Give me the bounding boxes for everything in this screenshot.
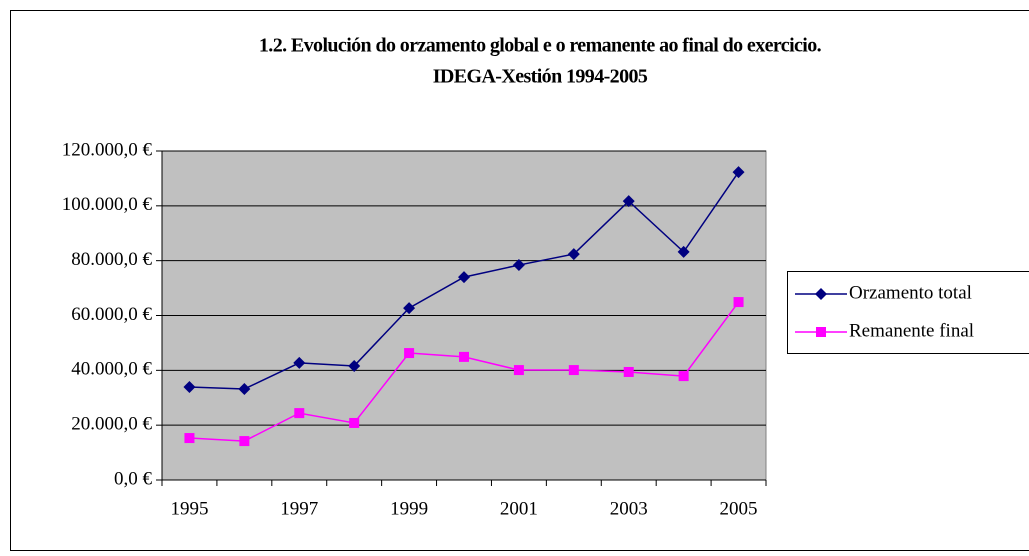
marker: [816, 327, 826, 337]
marker: [512, 259, 525, 272]
x-tick-label: 2003: [610, 498, 648, 519]
legend-label: Orzamento total: [849, 282, 972, 303]
x-tick-label: 2005: [720, 498, 758, 519]
y-tick-label: 60.000,0 €: [71, 304, 152, 325]
marker: [294, 408, 305, 419]
marker: [815, 288, 827, 300]
marker: [567, 248, 580, 261]
x-tick-label: 1997: [280, 498, 318, 519]
marker: [568, 365, 579, 376]
y-tick-label: 20.000,0 €: [71, 414, 152, 435]
marker: [622, 195, 635, 208]
y-tick-label: 40.000,0 €: [71, 359, 152, 380]
marker: [404, 348, 415, 359]
y-tick-label: 0,0 €: [114, 468, 153, 489]
legend-label: Remanente final: [849, 320, 974, 341]
marker: [293, 356, 306, 369]
marker: [348, 359, 361, 372]
marker: [458, 271, 470, 284]
x-tick-label: 2001: [500, 498, 538, 519]
legend-box: [787, 271, 1029, 354]
marker: [623, 366, 634, 377]
marker: [677, 245, 690, 258]
y-tick-label: 100.000,0 €: [62, 194, 153, 215]
marker: [349, 417, 360, 428]
marker: [239, 436, 250, 447]
marker: [678, 371, 689, 382]
marker: [459, 351, 469, 362]
x-tick-label: 1995: [170, 498, 208, 519]
x-tick-label: 1999: [390, 498, 428, 519]
y-tick-label: 80.000,0 €: [71, 249, 152, 270]
marker: [184, 433, 195, 444]
marker: [238, 382, 251, 395]
marker: [732, 166, 745, 179]
marker: [733, 297, 744, 308]
chart-title: IDEGA-Xestión 1994-2005: [433, 66, 648, 88]
chart-title: 1.2. Evolución do orzamento global e o r…: [259, 35, 822, 57]
y-tick-label: 120.000,0 €: [62, 139, 153, 160]
marker: [183, 381, 196, 394]
marker: [513, 365, 524, 376]
marker: [403, 302, 416, 315]
